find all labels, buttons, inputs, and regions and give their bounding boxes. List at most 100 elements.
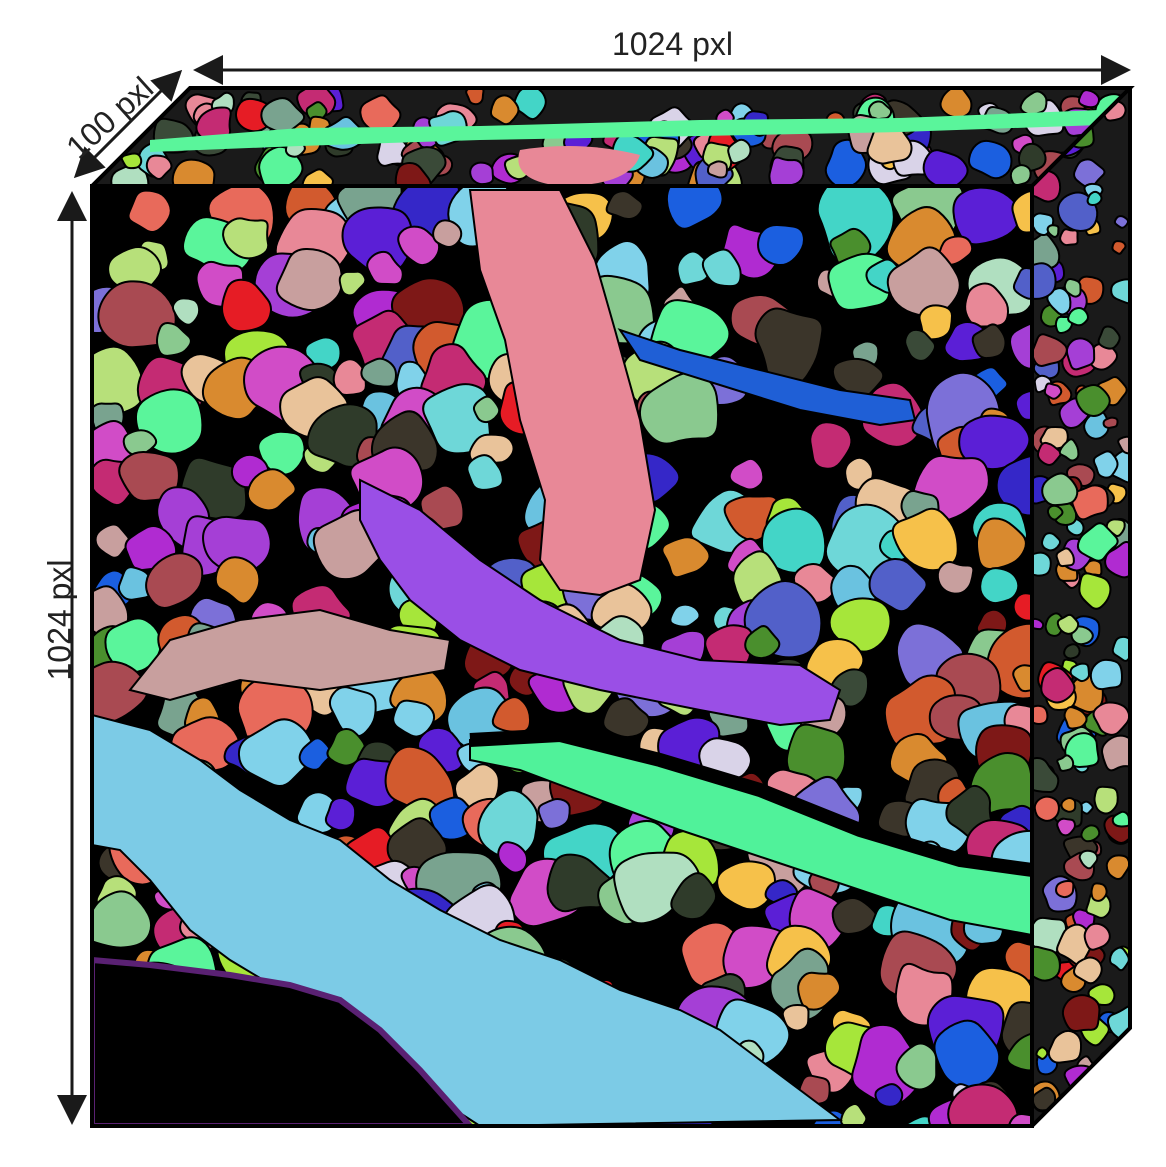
cell-segment [840, 1102, 868, 1126]
cell-segment [938, 235, 974, 267]
cell-segment [904, 328, 937, 362]
cell-segment [127, 189, 172, 233]
cell-segment [145, 552, 204, 609]
cell-segment [298, 737, 333, 771]
cell-segment [360, 357, 397, 388]
top-cell-segment [1017, 142, 1047, 173]
side-cell-segment [1032, 333, 1068, 367]
top-cell-segment [394, 161, 433, 186]
side-cell-segment [1078, 849, 1099, 870]
side-cell-segment [1067, 306, 1089, 327]
cell-segment [975, 517, 1027, 571]
side-cell-segment [1041, 532, 1062, 552]
side-cell-segment [1063, 643, 1081, 660]
cell-segment [918, 304, 954, 341]
side-cell-segment [1111, 240, 1127, 255]
side-cell-segment [1056, 817, 1076, 837]
side-cell-segment [1063, 278, 1082, 298]
cell-segment [537, 798, 571, 830]
side-cell-segment [1047, 1029, 1083, 1064]
cell-segment [222, 217, 270, 260]
top-face [92, 88, 1130, 186]
cell-segment [971, 323, 1007, 360]
top-cell-segment [768, 156, 805, 186]
side-cell-segment [1069, 662, 1091, 683]
violet-band-region [359, 478, 842, 727]
cell-segment [94, 523, 131, 559]
cell-segment [979, 567, 1020, 605]
side-face [1032, 88, 1130, 1126]
side-cell-segment [1056, 754, 1075, 772]
cell-segment [104, 617, 162, 674]
cell-segment [1012, 592, 1032, 622]
dark-base-region [92, 956, 475, 1126]
cell-segment [392, 699, 436, 738]
cell-segment [257, 430, 306, 476]
side-cell-segment [1035, 1046, 1049, 1060]
side-cell-segment [1114, 1098, 1130, 1124]
top-cell-segment [727, 138, 752, 165]
side-cell-segment [1107, 1004, 1130, 1045]
cell-segment [397, 225, 441, 267]
side-cell-segment [1055, 879, 1075, 899]
side-cell-segment [1102, 416, 1119, 429]
side-cell-segment [1055, 547, 1075, 568]
cell-segment [1011, 189, 1032, 234]
cell-segment [605, 190, 644, 221]
cell-segment [891, 507, 959, 572]
cell-segment [874, 1083, 904, 1108]
side-cell-segment [1075, 384, 1111, 418]
side-cell-segment [1097, 325, 1121, 350]
side-cell-segment [1104, 1055, 1130, 1092]
top-pink-blob [518, 146, 640, 186]
side-cell-segment [1059, 228, 1079, 247]
side-cell-segment [1092, 701, 1130, 736]
cell-segment [432, 219, 463, 248]
cell-segment [701, 248, 742, 288]
cell-segment [497, 841, 529, 874]
cell-segment [1012, 267, 1032, 300]
side-cell-segment [1040, 666, 1076, 704]
cell-segment [995, 454, 1032, 517]
cell-segment [237, 718, 316, 788]
dimension-arrows [57, 55, 1131, 1125]
cell-segment [936, 560, 975, 595]
side-cell-segment [1069, 1088, 1100, 1122]
cell-segment [809, 421, 853, 470]
cell-segment [952, 186, 1022, 246]
cell-segment [324, 797, 357, 832]
cell-segment [171, 297, 201, 326]
side-cell-segment [1046, 224, 1060, 238]
cell-segment [665, 186, 724, 230]
lightblue-river-region [92, 713, 843, 1126]
side-cell-segment [1080, 824, 1101, 843]
cell-segment [366, 250, 404, 286]
side-cell-segment [1079, 1089, 1119, 1125]
side-cell-segment [1063, 706, 1088, 730]
top-cell-segment [706, 160, 728, 179]
side-cell-segment [1083, 922, 1111, 951]
top-cell-segment [1009, 164, 1032, 186]
side-cell-segment [1101, 734, 1130, 772]
cell-segment [275, 247, 343, 312]
cell-segment [669, 603, 701, 628]
cell-segment [472, 395, 501, 424]
side-cell-segment [1108, 946, 1130, 972]
rose-band-region [128, 608, 452, 702]
cell-segment [958, 414, 1031, 471]
side-cell-segment [1086, 190, 1103, 207]
side-cell-segment [1032, 262, 1057, 300]
side-cell-segment [1073, 956, 1103, 985]
cell-segment [422, 383, 491, 455]
side-cell-segment [1058, 438, 1080, 462]
blue-band-region [617, 328, 917, 427]
cell-segment [670, 872, 718, 921]
cell-segment [638, 371, 720, 445]
depth-arrow [73, 69, 183, 179]
side-cell-segment [1110, 278, 1130, 305]
cell-segment [868, 558, 928, 613]
cell-segment [118, 450, 180, 502]
width-dimension-label: 1024 pxl [612, 26, 733, 62]
cell-segment [828, 597, 892, 653]
